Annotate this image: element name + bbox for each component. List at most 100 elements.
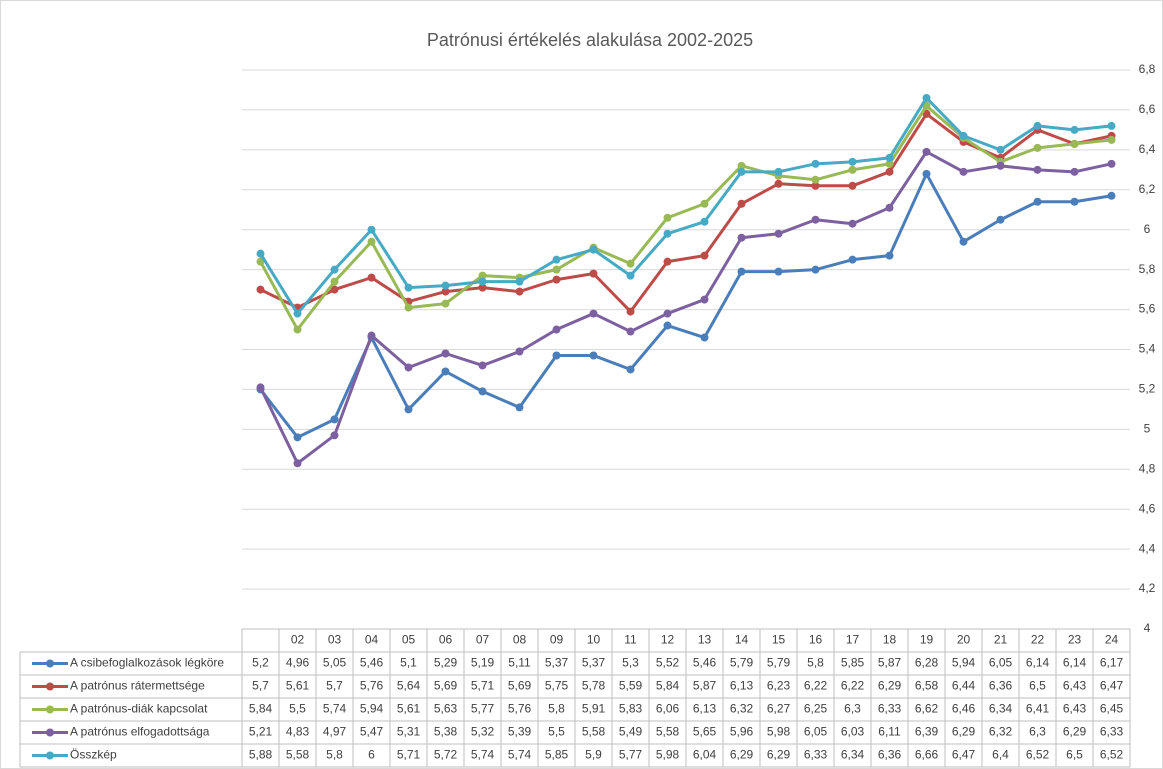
table-value: 5,7 — [252, 679, 269, 693]
table-value: 5,94 — [360, 702, 384, 716]
table-value: 6,66 — [915, 748, 939, 762]
table-value: 5,38 — [434, 725, 458, 739]
data-point — [552, 275, 561, 284]
table-value: 6,29 — [1063, 725, 1087, 739]
table-value: 5,61 — [286, 679, 310, 693]
table-value: 5,32 — [471, 725, 495, 739]
series-line — [259, 150, 1112, 465]
data-point — [589, 309, 598, 318]
x-tick-label: 14 — [735, 633, 749, 647]
x-tick-label: 06 — [439, 633, 453, 647]
table-value: 5,8 — [548, 702, 565, 716]
y-tick-label: 5 — [1144, 422, 1151, 436]
data-point — [811, 265, 820, 274]
table-value: 5,52 — [656, 656, 680, 670]
table-value: 5,47 — [360, 725, 384, 739]
table-value: 4,97 — [323, 725, 347, 739]
data-point — [293, 325, 302, 334]
table-value: 5,46 — [693, 656, 717, 670]
data-point — [663, 229, 672, 238]
table-value: 6,39 — [915, 725, 939, 739]
data-point — [552, 351, 561, 360]
data-point — [774, 167, 783, 176]
table-value: 5,58 — [656, 725, 680, 739]
table-value: 5,85 — [841, 656, 865, 670]
data-point — [478, 361, 487, 370]
data-point — [330, 285, 339, 294]
table-value: 6,28 — [915, 656, 939, 670]
table-value: 6,33 — [804, 748, 828, 762]
data-point — [1033, 143, 1042, 152]
y-tick-label: 6,8 — [1139, 62, 1156, 76]
data-point — [404, 303, 413, 312]
data-point — [515, 347, 524, 356]
y-tick-label: 5,2 — [1139, 382, 1156, 396]
y-tick-label: 6,4 — [1139, 142, 1156, 156]
x-tick-label: 22 — [1031, 633, 1045, 647]
x-tick-label: 19 — [920, 633, 934, 647]
table-value: 5,74 — [323, 702, 347, 716]
legend-label: Összkép — [70, 748, 117, 762]
data-point — [589, 351, 598, 360]
table-value: 6,29 — [767, 748, 791, 762]
data-point — [256, 285, 265, 294]
data-point — [293, 459, 302, 468]
table-value: 5,94 — [952, 656, 976, 670]
x-tick-label: 21 — [994, 633, 1008, 647]
data-point — [441, 281, 450, 290]
table-value: 6,58 — [915, 679, 939, 693]
table-value: 6,3 — [1029, 725, 1046, 739]
data-point — [848, 165, 857, 174]
table-value: 5,63 — [434, 702, 458, 716]
data-point — [1070, 167, 1079, 176]
table-value: 6,41 — [1026, 702, 1050, 716]
data-point — [848, 219, 857, 228]
data-point — [404, 363, 413, 372]
table-value: 5,91 — [582, 702, 606, 716]
table-value: 6,22 — [841, 679, 865, 693]
data-point — [1033, 197, 1042, 206]
table-value: 6,13 — [693, 702, 717, 716]
table-value: 6,13 — [730, 679, 754, 693]
table-value: 5,5 — [548, 725, 565, 739]
data-point — [367, 331, 376, 340]
table-value: 6,29 — [952, 725, 976, 739]
table-value: 6,27 — [767, 702, 791, 716]
x-tick-label: 09 — [550, 633, 564, 647]
table-value: 5,46 — [360, 656, 384, 670]
table-value: 5,19 — [471, 656, 495, 670]
data-point — [1033, 165, 1042, 174]
data-point — [663, 257, 672, 266]
data-point — [367, 225, 376, 234]
table-value: 6,44 — [952, 679, 976, 693]
data-point — [478, 277, 487, 286]
table-value: 5,37 — [545, 656, 569, 670]
data-point — [996, 161, 1005, 170]
table-value: 6,52 — [1026, 748, 1050, 762]
table-value: 5,76 — [360, 679, 384, 693]
table-value: 4,83 — [286, 725, 310, 739]
table-value: 5,85 — [545, 748, 569, 762]
legend-label: A patrónus elfogadottsága — [70, 725, 210, 739]
data-point — [256, 249, 265, 258]
y-tick-label: 6 — [1144, 222, 1151, 236]
data-point — [811, 215, 820, 224]
data-point — [774, 179, 783, 188]
table-value: 6,03 — [841, 725, 865, 739]
table-value: 6,32 — [989, 725, 1013, 739]
table-value: 5,31 — [397, 725, 421, 739]
data-point — [700, 295, 709, 304]
table-value: 5,79 — [767, 656, 791, 670]
x-tick-label: 05 — [402, 633, 416, 647]
table-value: 6,34 — [841, 748, 865, 762]
data-point — [367, 237, 376, 246]
table-value: 5,98 — [656, 748, 680, 762]
data-point — [885, 167, 894, 176]
data-point — [293, 309, 302, 318]
y-tick-label: 4,6 — [1139, 501, 1156, 515]
table-value: 5,96 — [730, 725, 754, 739]
table-value: 5,83 — [619, 702, 643, 716]
data-point — [959, 167, 968, 176]
data-point — [330, 415, 339, 424]
table-value: 5,49 — [619, 725, 643, 739]
